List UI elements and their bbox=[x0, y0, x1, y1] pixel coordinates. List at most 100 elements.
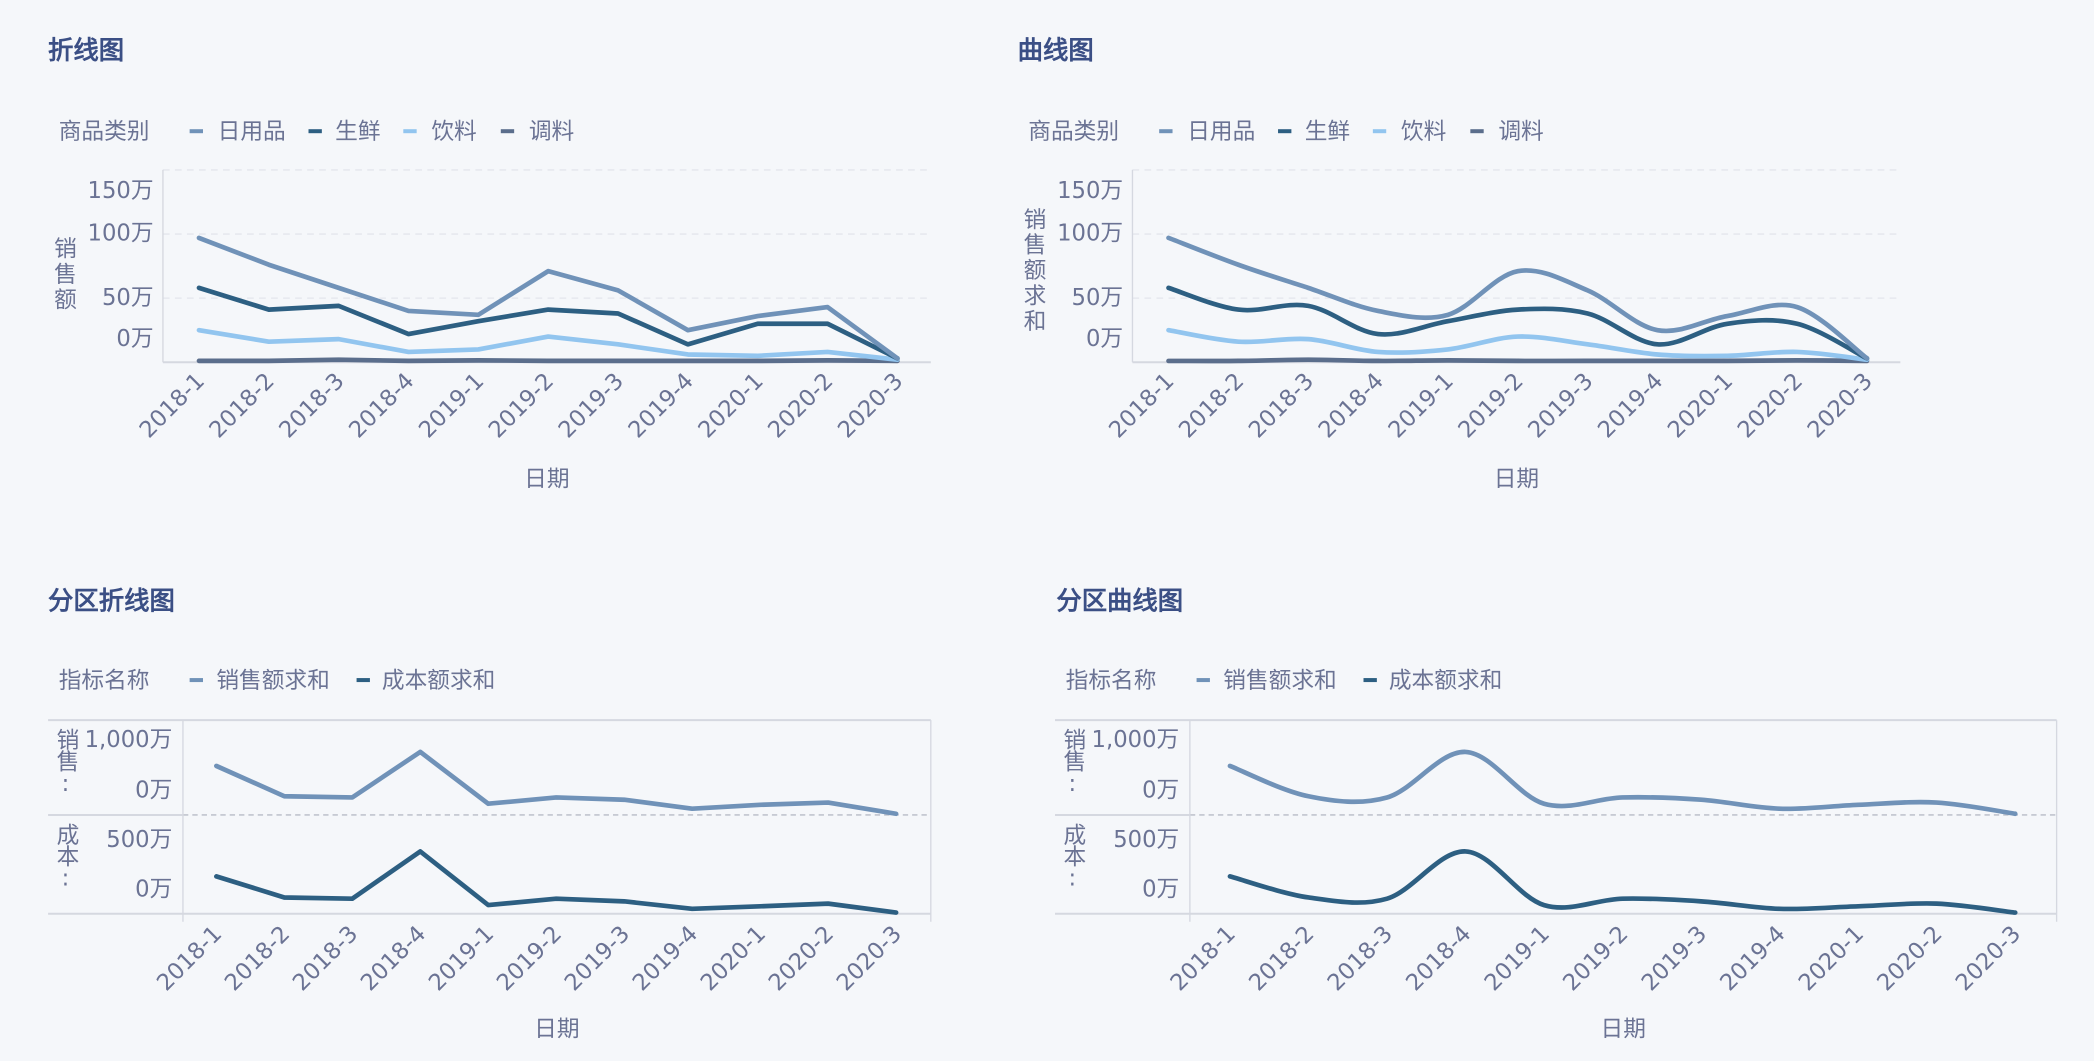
y-tick-label: 150万 bbox=[88, 178, 154, 204]
x-tick-label: 2018-3 bbox=[1244, 368, 1319, 443]
legend-item[interactable]: 调料 bbox=[1470, 119, 1544, 145]
y-axis-title-char: 售 bbox=[54, 262, 77, 288]
x-tick-label: 2018-1 bbox=[1166, 921, 1241, 996]
x-tick-label: 2019-3 bbox=[1523, 368, 1598, 443]
y-tick-label: 50万 bbox=[102, 285, 154, 311]
x-axis-title: 日期 bbox=[534, 1017, 579, 1043]
x-tick-label: 2020-1 bbox=[1663, 368, 1738, 443]
x-tick-label: 2019-4 bbox=[624, 368, 699, 443]
legend-item[interactable]: 成本额求和 bbox=[1363, 668, 1503, 694]
legend-title: 指标名称 bbox=[1066, 668, 1157, 694]
series-line-成本额求和[interactable] bbox=[214, 849, 899, 915]
y-tick-label: 0万 bbox=[135, 778, 172, 804]
legend: 商品类别 日用品 生鲜 饮料 调料 bbox=[59, 119, 574, 145]
panel-label: 成本: bbox=[52, 823, 78, 890]
y-tick-label: 100万 bbox=[88, 221, 154, 247]
x-tick-label: 2020-3 bbox=[833, 368, 908, 443]
series-line-销售额求和[interactable] bbox=[1227, 749, 2018, 817]
legend-title: 商品类别 bbox=[59, 119, 150, 145]
legend-label: 饮料 bbox=[1401, 119, 1446, 145]
legend-label: 销售额求和 bbox=[1223, 668, 1336, 694]
legend: 指标名称 销售额求和 成本额求和 bbox=[1066, 668, 1503, 694]
y-axis-title-char: 售 bbox=[1024, 233, 1047, 259]
legend-item[interactable]: 日用品 bbox=[189, 119, 286, 145]
y-tick-label: 500万 bbox=[106, 827, 172, 853]
x-tick-label: 2020-3 bbox=[832, 921, 907, 996]
x-tick-label: 2018-3 bbox=[274, 368, 349, 443]
series-line-生鲜[interactable] bbox=[196, 285, 900, 361]
x-tick-label: 2018-1 bbox=[152, 921, 227, 996]
x-tick-label: 2019-3 bbox=[554, 368, 629, 443]
legend-label: 日用品 bbox=[218, 119, 286, 145]
y-tick-label: 0万 bbox=[1142, 778, 1179, 804]
legend-label: 成本额求和 bbox=[382, 668, 495, 694]
x-tick-label: 2018-3 bbox=[288, 921, 363, 996]
series-line-成本额求和[interactable] bbox=[1227, 849, 2018, 915]
legend-item[interactable]: 日用品 bbox=[1159, 119, 1255, 145]
legend-item[interactable]: 饮料 bbox=[403, 119, 477, 145]
legend-item[interactable]: 成本额求和 bbox=[356, 668, 496, 694]
y-axis-title-char: 销 bbox=[54, 237, 77, 263]
series-line-饮料[interactable] bbox=[1166, 327, 1870, 363]
legend-item[interactable]: 调料 bbox=[500, 119, 574, 145]
series-line-饮料[interactable] bbox=[196, 327, 900, 363]
x-tick-label: 2018-3 bbox=[1323, 921, 1398, 996]
x-tick-label: 2020-3 bbox=[1951, 921, 2026, 996]
x-tick-label: 2019-2 bbox=[492, 921, 567, 996]
y-tick-label: 100万 bbox=[1057, 221, 1123, 247]
panel-label: 销售: bbox=[1059, 728, 1085, 795]
x-tick-label: 2020-1 bbox=[693, 368, 768, 443]
series-line-日用品[interactable] bbox=[196, 235, 900, 361]
x-tick-label: 2019-4 bbox=[628, 921, 703, 996]
legend-label: 调料 bbox=[529, 119, 574, 145]
x-tick-label: 2020-2 bbox=[1872, 921, 1947, 996]
series-line-生鲜[interactable] bbox=[1166, 285, 1870, 361]
legend-item[interactable]: 销售额求和 bbox=[1196, 668, 1337, 694]
y-tick-label: 150万 bbox=[1057, 178, 1123, 204]
x-tick-label: 2020-1 bbox=[696, 921, 771, 996]
panel-label: 销售: bbox=[52, 728, 78, 795]
legend-title: 商品类别 bbox=[1028, 119, 1119, 145]
x-tick-label: 2020-1 bbox=[1794, 921, 1869, 996]
x-tick-label: 2019-3 bbox=[1637, 921, 1712, 996]
y-tick-label: 500万 bbox=[1113, 827, 1179, 853]
chart-title: 分区曲线图 bbox=[1056, 585, 1183, 615]
y-tick-label: 1,000万 bbox=[1092, 727, 1180, 753]
x-tick-label: 2018-2 bbox=[205, 368, 280, 443]
y-tick-label: 50万 bbox=[1072, 285, 1124, 311]
series-line-调料[interactable] bbox=[196, 357, 900, 364]
y-tick-label: 0万 bbox=[135, 876, 172, 902]
x-tick-label: 2019-2 bbox=[484, 368, 559, 443]
panel-label: 成本: bbox=[1059, 823, 1085, 890]
legend-label: 生鲜 bbox=[335, 119, 380, 145]
legend-label: 生鲜 bbox=[1305, 119, 1350, 145]
x-tick-label: 2019-4 bbox=[1593, 368, 1668, 443]
x-tick-label: 2019-3 bbox=[560, 921, 635, 996]
legend-item[interactable]: 销售额求和 bbox=[189, 668, 330, 694]
legend: 商品类别 日用品 生鲜 饮料 调料 bbox=[1028, 119, 1543, 145]
legend-label: 日用品 bbox=[1187, 119, 1255, 145]
y-tick-label: 0万 bbox=[1142, 876, 1179, 902]
series-line-日用品[interactable] bbox=[1166, 235, 1870, 361]
x-tick-label: 2018-4 bbox=[344, 368, 419, 443]
x-tick-label: 2018-2 bbox=[1174, 368, 1249, 443]
series-line-销售额求和[interactable] bbox=[214, 749, 899, 817]
chart-title: 分区折线图 bbox=[48, 585, 175, 615]
y-axis-title-char: 和 bbox=[1024, 309, 1047, 335]
legend-item[interactable]: 生鲜 bbox=[308, 119, 381, 145]
y-axis-title-char: 额 bbox=[54, 287, 77, 313]
x-tick-label: 2019-1 bbox=[1480, 921, 1555, 996]
y-axis-title: 销售额 bbox=[54, 237, 77, 314]
chart-title: 曲线图 bbox=[1018, 35, 1094, 65]
legend-item[interactable]: 饮料 bbox=[1372, 119, 1446, 145]
x-tick-label: 2018-4 bbox=[1401, 921, 1476, 996]
legend-item[interactable]: 生鲜 bbox=[1278, 119, 1350, 145]
x-tick-label: 2020-3 bbox=[1803, 368, 1878, 443]
x-tick-label: 2019-2 bbox=[1453, 368, 1528, 443]
legend-label: 饮料 bbox=[431, 119, 476, 145]
series-line-调料[interactable] bbox=[1166, 357, 1870, 364]
